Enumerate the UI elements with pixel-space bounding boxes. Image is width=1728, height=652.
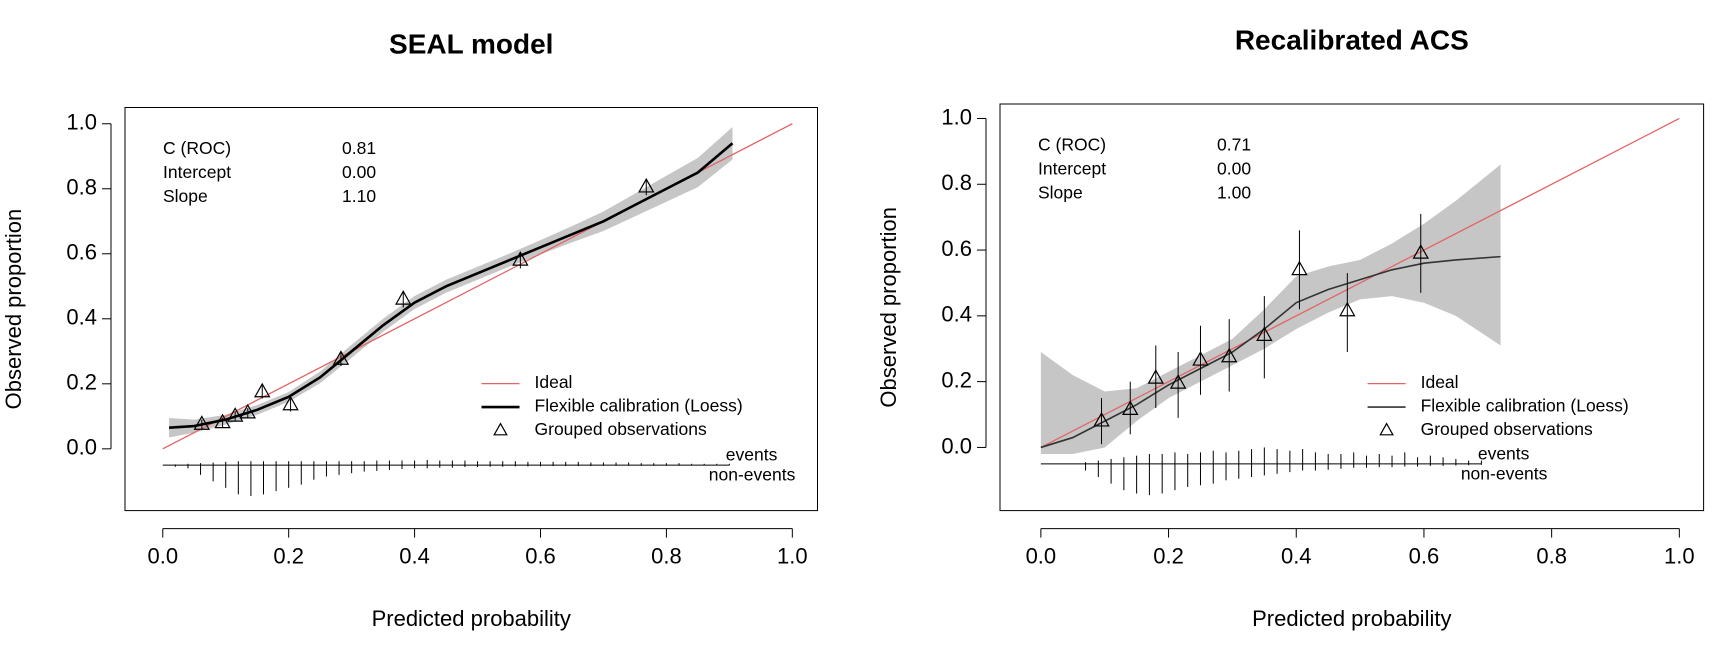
observation [1256, 326, 1273, 341]
chart-title: SEAL model [389, 28, 553, 59]
x-tick-label: 0.2 [273, 543, 304, 568]
stat-value: 0.00 [1217, 159, 1251, 179]
legend-label: Grouped observations [1421, 419, 1593, 439]
observation [1412, 244, 1429, 259]
observation [226, 407, 244, 422]
observation [239, 403, 256, 419]
observation [1220, 347, 1238, 363]
panel: Recalibrated ACS Predicted probability Obs… [876, 24, 1705, 631]
plot-frame [999, 103, 1705, 512]
observation [1169, 374, 1187, 389]
stat-value: 1.10 [342, 186, 376, 206]
observation [395, 290, 412, 305]
observation [282, 395, 299, 411]
stat-value: 0.00 [342, 162, 376, 182]
y-tick-label: 0.4 [66, 305, 97, 330]
legend-symbol [1379, 422, 1394, 436]
plot-area [1040, 117, 1680, 496]
legend-label: Flexible calibration (Loess) [1421, 396, 1629, 416]
observation [193, 415, 211, 430]
plot-area [162, 123, 793, 496]
observation [254, 382, 271, 398]
stat-label: Intercept [163, 162, 231, 182]
y-tick-label: 0.2 [66, 370, 97, 395]
stat-label: Intercept [1038, 159, 1106, 179]
spike-label: non-events [1461, 464, 1548, 484]
observation [1093, 411, 1110, 427]
y-tick-label: 0.8 [66, 175, 97, 200]
x-tick-label: 0.8 [651, 543, 682, 568]
y-tick-label: 0.8 [941, 170, 972, 195]
spike-label: events [1478, 444, 1530, 464]
y-tick-label: 0.0 [66, 435, 97, 460]
panel: SEAL model Predicted probability Observed … [1, 28, 818, 631]
observation [1291, 260, 1308, 276]
x-axis-label: Predicted probability [372, 606, 571, 631]
y-tick-label: 1.0 [941, 104, 972, 129]
stat-label: Slope [1038, 183, 1083, 203]
stat-label: Slope [163, 186, 208, 206]
stat-label: C (ROC) [163, 138, 231, 158]
y-tick-label: 0.0 [941, 433, 972, 458]
legend-symbol [493, 422, 508, 436]
y-axis-label: Observed proportion [1, 209, 26, 410]
plot-frame [124, 107, 818, 512]
y-tick-label: 0.4 [941, 302, 972, 327]
x-axis-label: Predicted probability [1252, 606, 1451, 631]
observation [1122, 400, 1139, 416]
observation [1192, 351, 1209, 366]
x-tick-label: 1.0 [777, 543, 808, 568]
x-tick-label: 0.6 [1409, 543, 1440, 568]
stat-label: C (ROC) [1038, 135, 1106, 155]
x-tick-label: 0.4 [1281, 543, 1312, 568]
y-tick-label: 1.0 [66, 110, 97, 135]
ideal-line [1040, 117, 1680, 449]
observation [512, 251, 529, 266]
legend-label: Flexible calibration (Loess) [535, 396, 743, 416]
observation [1147, 369, 1165, 384]
stat-value: 0.71 [1217, 135, 1251, 155]
observation [332, 350, 350, 365]
observation [1339, 301, 1356, 317]
spike-label: non-events [709, 465, 796, 485]
observation [214, 413, 231, 429]
y-tick-label: 0.6 [66, 240, 97, 265]
chart-title: Recalibrated ACS [1235, 24, 1469, 55]
loess-line [168, 142, 734, 430]
y-axis-label: Observed proportion [876, 207, 901, 408]
y-tick-label: 0.6 [941, 236, 972, 261]
y-tick-label: 0.2 [941, 367, 972, 392]
x-tick-label: 0.4 [399, 543, 430, 568]
x-tick-label: 0.0 [1026, 543, 1057, 568]
legend-label: Grouped observations [535, 419, 707, 439]
stat-value: 0.81 [342, 138, 376, 158]
x-tick-label: 0.2 [1153, 543, 1184, 568]
x-tick-label: 0.8 [1536, 543, 1567, 568]
legend-label: Ideal [1421, 372, 1459, 392]
observation [638, 177, 655, 193]
x-tick-label: 0.0 [147, 543, 178, 568]
confidence-band [169, 127, 733, 438]
stat-value: 1.00 [1217, 183, 1251, 203]
spike-label: events [726, 445, 778, 465]
x-tick-label: 1.0 [1664, 543, 1695, 568]
x-tick-label: 0.6 [525, 543, 556, 568]
legend-label: Ideal [535, 372, 573, 392]
